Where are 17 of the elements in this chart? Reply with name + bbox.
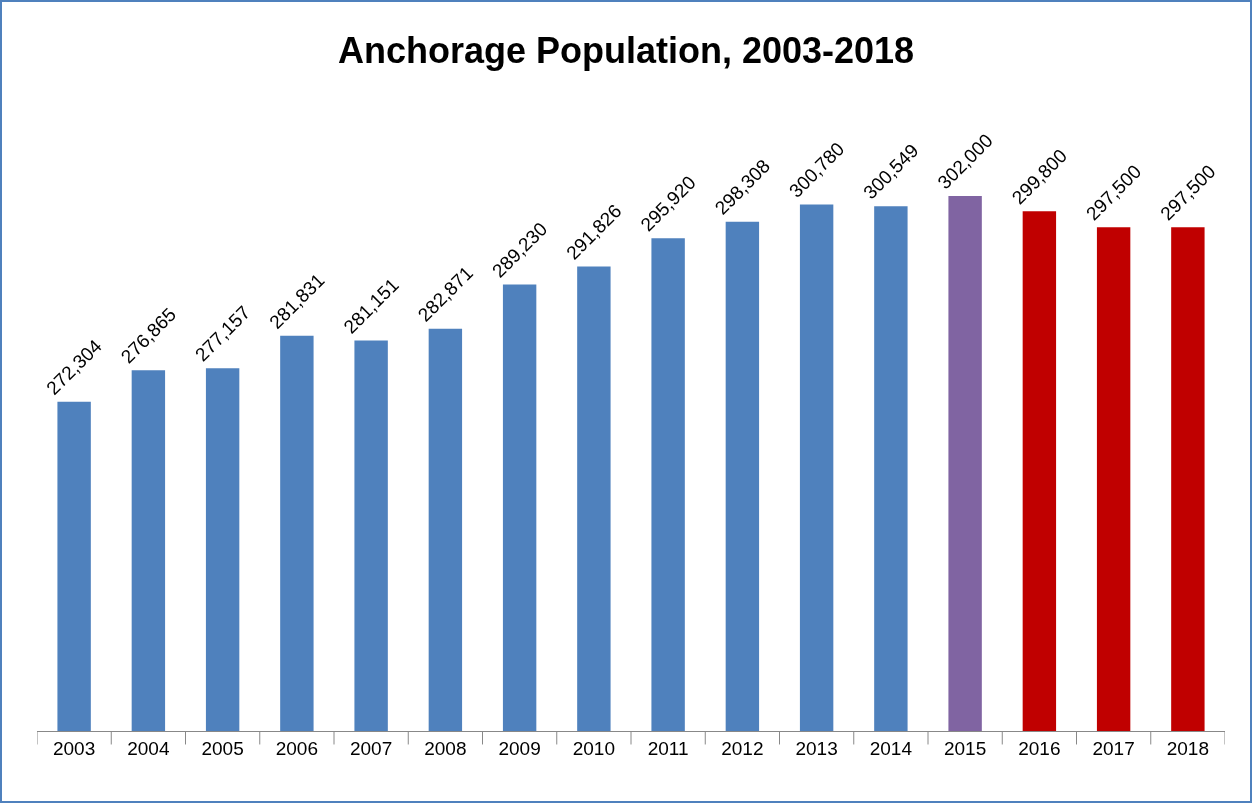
- x-tick-label: 2012: [721, 737, 764, 759]
- x-tick-label: 2015: [943, 737, 987, 759]
- x-tick-label: 2007: [349, 737, 393, 759]
- x-tick-label: 2004: [127, 737, 170, 759]
- x-tick-label: 2010: [572, 737, 616, 759]
- chart-title: Anchorage Population, 2003-2018: [337, 30, 915, 72]
- x-tick-label: 2014: [869, 737, 913, 759]
- x-tick-label: 2009: [498, 737, 541, 759]
- x-tick-label: 2005: [201, 737, 244, 759]
- x-tick-label: 2011: [647, 737, 689, 759]
- x-tick-label: 2006: [275, 737, 319, 759]
- x-tick-label: 2017: [1092, 737, 1135, 759]
- x-tick-label: 2013: [795, 737, 838, 759]
- x-tick-label: 2016: [1018, 737, 1061, 759]
- x-tick-label: 2018: [1166, 737, 1210, 759]
- x-tick-label: 2003: [52, 737, 96, 759]
- x-tick-label: 2008: [424, 737, 467, 759]
